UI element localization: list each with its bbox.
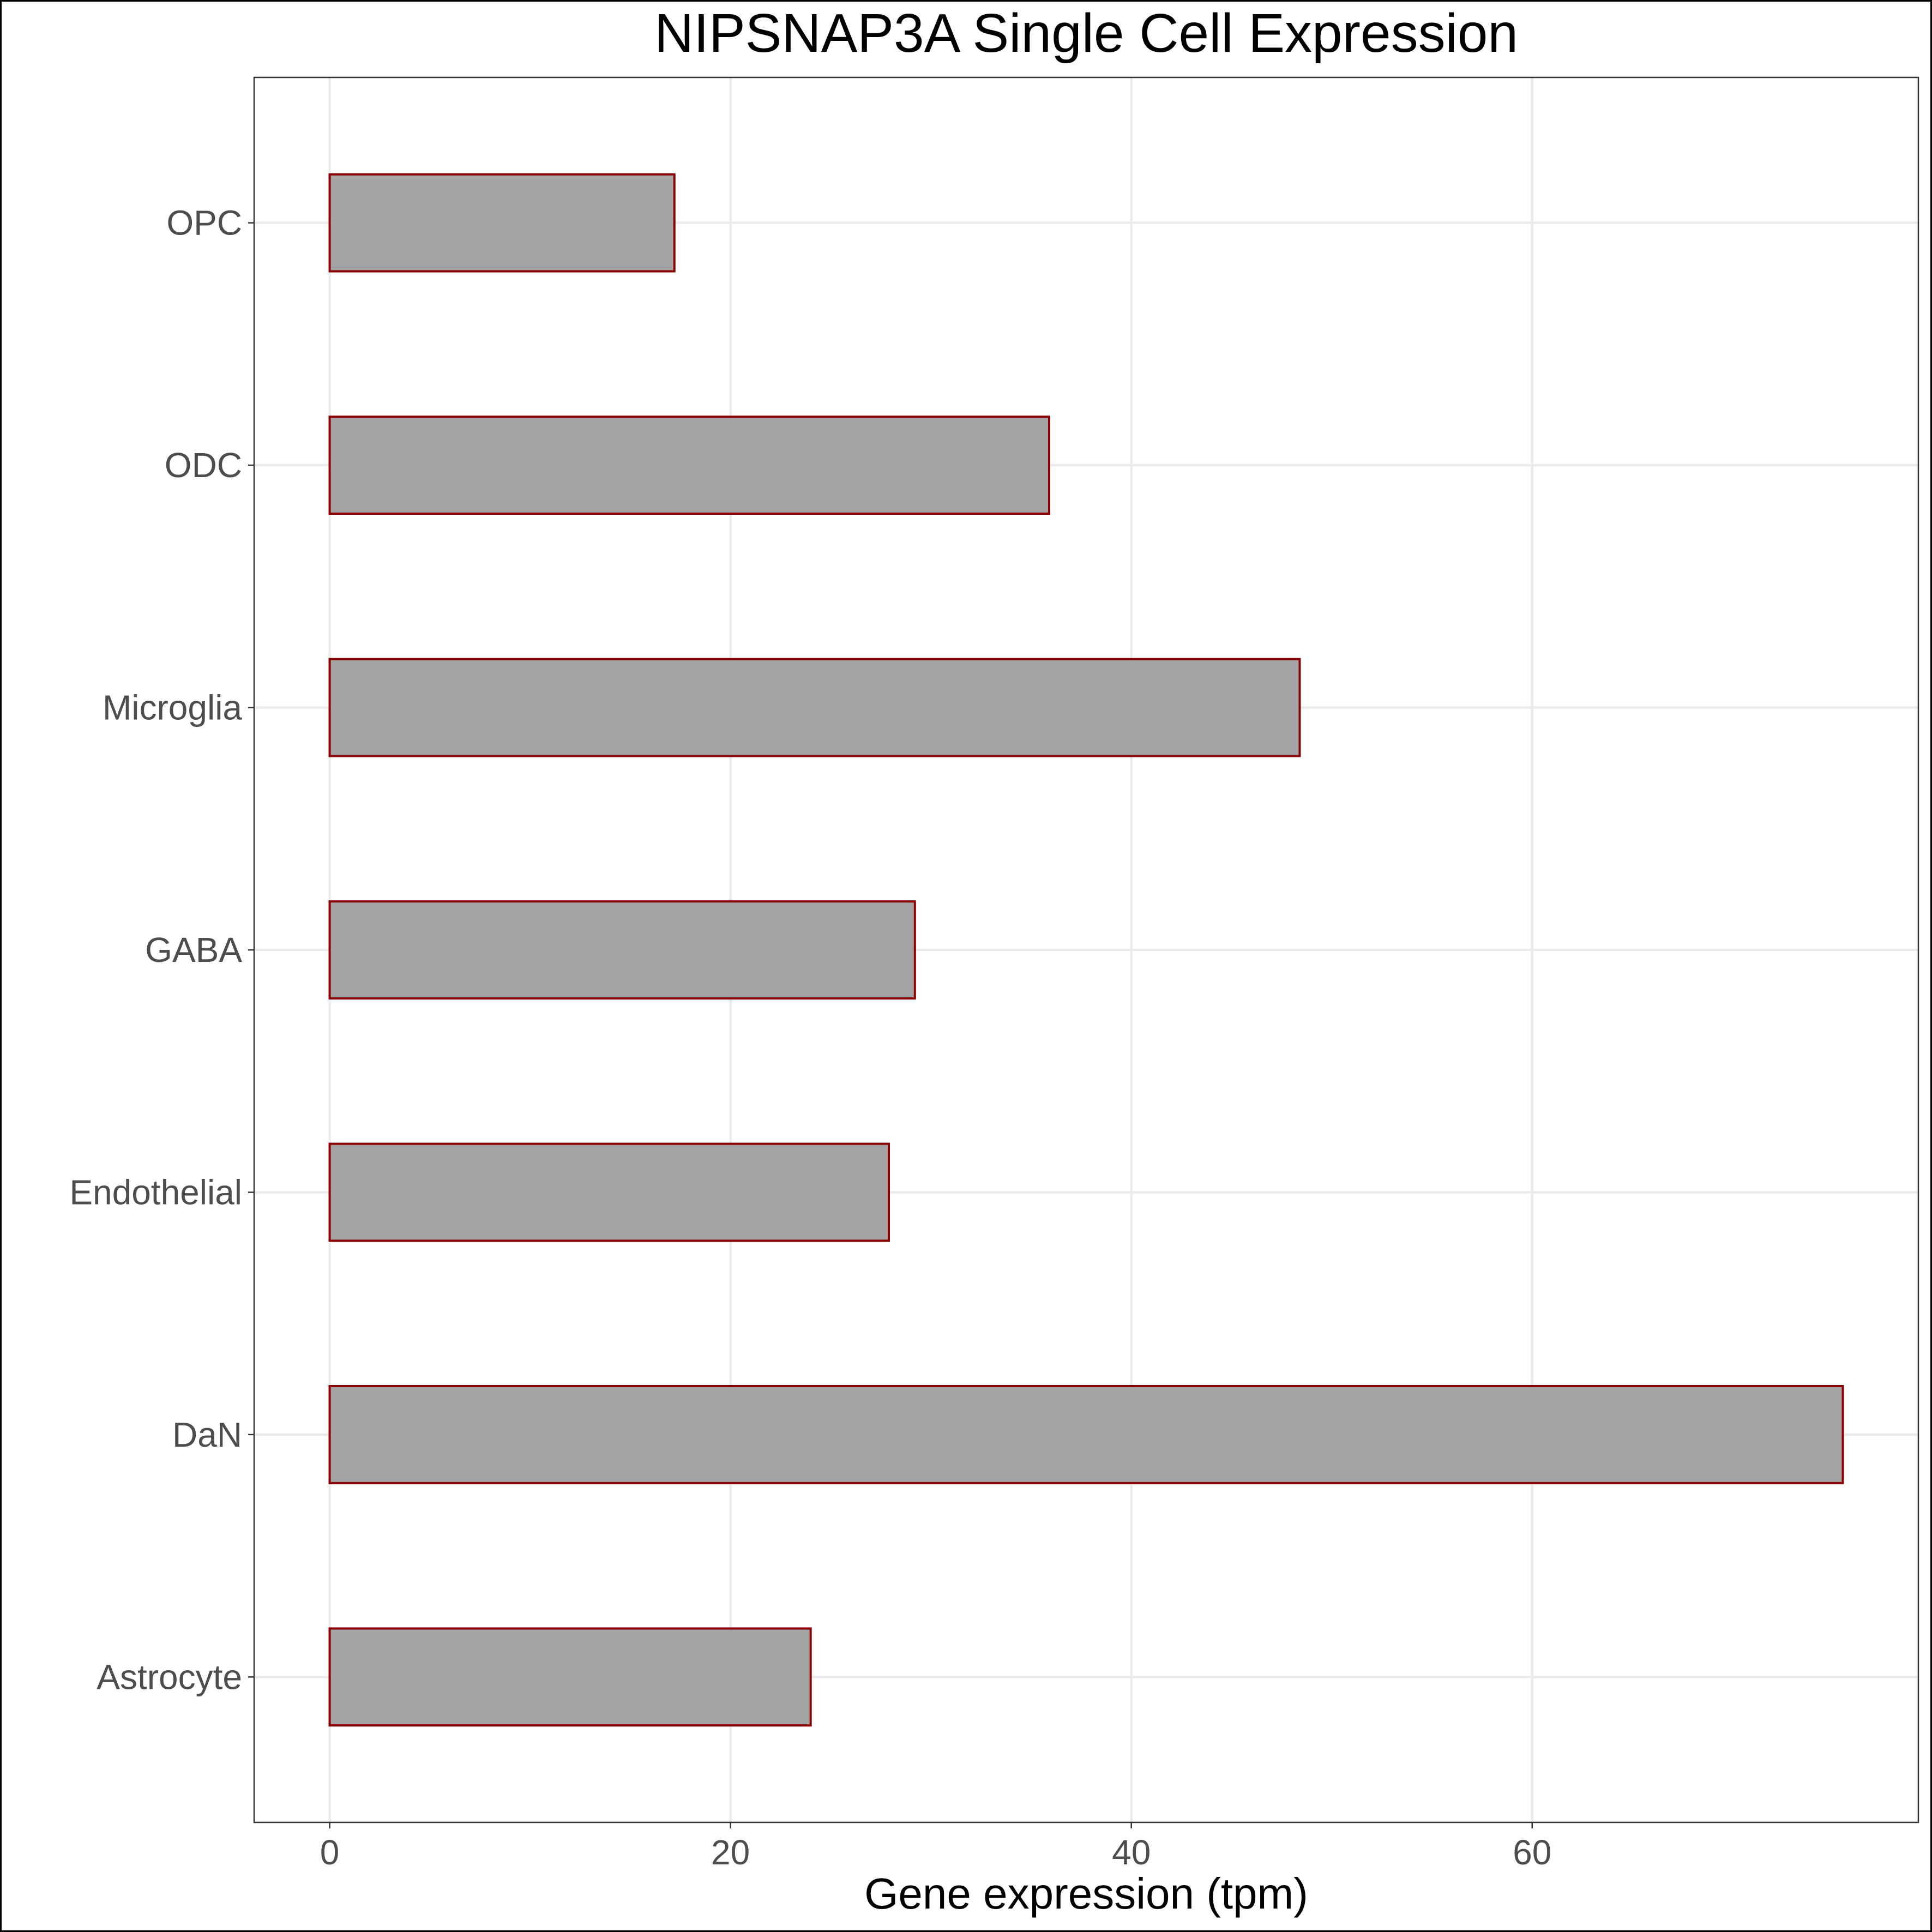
y-tick-label: Astrocyte [97,1657,242,1696]
y-tick-label: Microglia [103,688,242,727]
x-tick-label: 0 [320,1833,340,1872]
x-tick-label: 60 [1513,1833,1551,1872]
x-tick-label: 20 [711,1833,750,1872]
bar-odc [328,416,1051,515]
bar-microglia [328,658,1301,757]
y-tick-label: OPC [166,203,242,243]
y-tick-label: Endothelial [69,1172,242,1212]
x-axis-title: Gene expression (tpm) [864,1869,1308,1918]
axis-ticks [248,222,1533,1828]
bar-astrocyte [328,1627,812,1727]
bar-endothelial [328,1142,890,1242]
bar-dan [328,1385,1844,1484]
bar-gaba [328,900,916,1000]
y-tick-label: DaN [172,1415,242,1454]
y-tick-label: GABA [145,930,242,970]
bar-opc [328,173,676,273]
bars [328,173,1844,1727]
x-axis-labels: 0 20 40 60 [320,1833,1552,1872]
chart-title: NIPSNAP3A Single Cell Expression [654,3,1518,64]
x-tick-label: 40 [1112,1833,1151,1872]
y-tick-label: ODC [165,446,242,485]
y-axis-labels: Astrocyte DaN Endothelial GABA Microglia ODC O… [69,203,242,1697]
